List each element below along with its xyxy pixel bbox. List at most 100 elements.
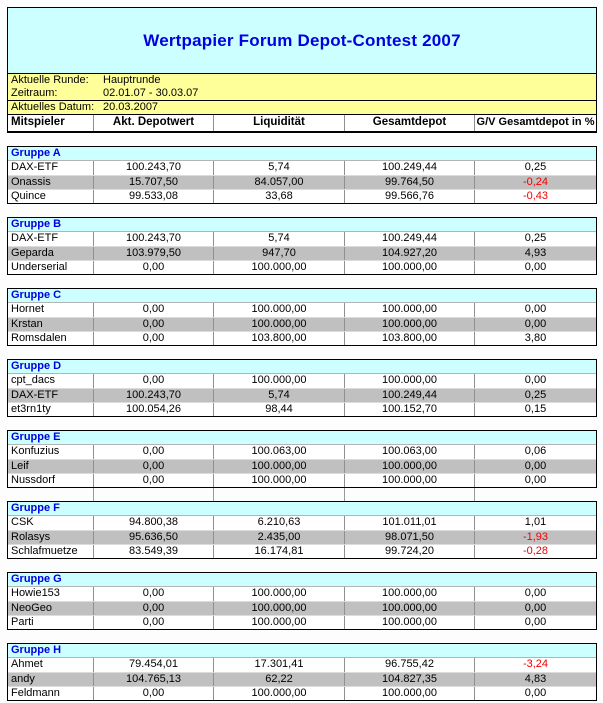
gap-column-line [7,488,93,501]
depotwert-cell: 0,00 [93,616,213,629]
gv-prozent-cell: 0,25 [474,389,596,402]
gv-prozent-cell: 0,00 [474,303,596,317]
gesamtdepot-cell: 99.566,76 [344,190,474,203]
player-cell: DAX-ETF [11,161,59,173]
gap-column-line [344,488,474,501]
depotwert-cell: 79.454,01 [93,658,213,672]
depotwert-cell: 104.765,13 [93,673,213,686]
gesamtdepot-cell: 100.000,00 [344,587,474,601]
liquiditaet-cell: 100.063,00 [213,445,344,459]
table-row: Schlafmuetze 83.549,39 16.174,81 99.724,20-… [8,544,596,558]
column-header-liquiditaet: Liquidität [213,115,344,131]
report-header-table: Wertpapier Forum Depot-Contest 2007 Aktu… [7,7,597,133]
info-row-runde: Aktuelle Runde: Hauptrunde [8,74,596,87]
player-cell: Krstan [11,318,43,330]
liquiditaet-cell: 100.000,00 [213,318,344,331]
player-cell: Onassis [11,176,51,188]
table-row: NeoGeo 0,00 100.000,00 100.000,00 0,00 [8,601,596,615]
depotwert-cell: 0,00 [93,374,213,388]
table-row: Hornet 0,00 100.000,00 100.000,00 0,00 [8,303,596,317]
player-cell: Rolasys [11,531,51,543]
liquiditaet-cell: 5,74 [213,161,344,175]
gv-prozent-cell: 0,25 [474,232,596,246]
player-cell: Howie153 [11,587,60,599]
group-block: Gruppe B DAX-ETF 100.243,70 5,74 100.249,44 0… [7,217,597,275]
liquiditaet-cell: 98,44 [213,403,344,416]
gv-prozent-cell: 4,93 [474,247,596,260]
info-label-datum: Aktuelles Datum: [11,101,95,113]
gesamtdepot-cell: 99.724,20 [344,545,474,558]
info-row-datum: Aktuelles Datum: 20.03.2007 [8,101,596,115]
depotwert-cell: 103.979,50 [93,247,213,260]
liquiditaet-cell: 100.000,00 [213,261,344,274]
gesamtdepot-cell: 103.800,00 [344,332,474,345]
gesamtdepot-cell: 104.927,20 [344,247,474,260]
liquiditaet-cell: 100.000,00 [213,616,344,629]
player-cell: Feldmann [11,687,60,699]
liquiditaet-cell: 17.301,41 [213,658,344,672]
table-row: Onassis 15.707,50 84.057,00 99.764,50 -0,24 [8,175,596,189]
table-row: Romsdalen 0,00 103.800,00 103.800,00 3,80 [8,331,596,345]
gap-column-line [93,488,213,501]
group-block: Gruppe H Ahmet 79.454,01 17.301,41 96.755,42… [7,643,597,701]
gv-prozent-cell: 0,00 [474,318,596,331]
group-block: Gruppe C Hornet 0,00 100.000,00 100.000,00 0,… [7,288,597,346]
column-header-gesamtdepot: Gesamtdepot [344,115,474,131]
gv-prozent-cell: 0,00 [474,587,596,601]
player-cell: andy [11,673,35,685]
gesamtdepot-cell: 100.152,70 [344,403,474,416]
player-cell: Hornet [11,303,45,315]
gv-prozent-cell: -0,43 [474,190,596,203]
table-row: Nussdorf 0,00 100.000,00 100.000,00 0,00 [8,473,596,487]
depotwert-cell: 0,00 [93,687,213,700]
gesamtdepot-cell: 96.755,42 [344,658,474,672]
player-cell: Nussdorf [11,474,56,486]
groups-container: Gruppe A DAX-ETF 100.243,70 5,74 100.249,44 0… [7,146,597,701]
gesamtdepot-cell: 100.000,00 [344,374,474,388]
table-row: Parti 0,00 100.000,00 100.000,00 0,00 [8,615,596,629]
group-block: Gruppe G Howie153 0,00 100.000,00 100.000,00… [7,572,597,630]
player-cell: Leif [11,460,29,472]
table-row: Ahmet 79.454,01 17.301,41 96.755,42 -3,24 [8,658,596,672]
liquiditaet-cell: 100.000,00 [213,587,344,601]
liquiditaet-cell: 62,22 [213,673,344,686]
table-row: DAX-ETF 100.243,70 5,74 100.249,44 0,25 [8,388,596,402]
group-block: Gruppe E Konfuzius 0,00 100.063,00 100.063,0… [7,430,597,488]
info-value-zeitraum: 02.01.07 - 30.03.07 [103,87,199,99]
gv-prozent-cell: 0,00 [474,616,596,629]
depotwert-cell: 0,00 [93,332,213,345]
table-row: Underserial 0,00 100.000,00 100.000,00 0,00 [8,260,596,274]
depotwert-cell: 0,00 [93,587,213,601]
liquiditaet-cell: 100.000,00 [213,374,344,388]
depotwert-cell: 0,00 [93,460,213,473]
depotwert-cell: 100.243,70 [93,389,213,402]
liquiditaet-cell: 33,68 [213,190,344,203]
group-title: Gruppe D [8,360,596,374]
column-header-depotwert: Akt. Depotwert [93,115,213,131]
gesamtdepot-cell: 100.000,00 [344,318,474,331]
depotwert-cell: 0,00 [93,261,213,274]
gesamtdepot-cell: 100.000,00 [344,474,474,487]
gv-prozent-cell: 0,15 [474,403,596,416]
column-header-mitspieler: Mitspieler [11,116,65,128]
player-cell: NeoGeo [11,602,52,614]
gv-prozent-cell: -3,24 [474,658,596,672]
liquiditaet-cell: 6.210,63 [213,516,344,530]
gv-prozent-cell: 0,00 [474,460,596,473]
depot-contest-sheet: Wertpapier Forum Depot-Contest 2007 Aktu… [7,7,597,701]
gesamtdepot-cell: 100.063,00 [344,445,474,459]
depotwert-cell: 15.707,50 [93,176,213,189]
player-cell: Quince [11,190,46,202]
player-cell: Parti [11,616,34,628]
liquiditaet-cell: 2.435,00 [213,531,344,544]
column-header-row: Mitspieler Akt. Depotwert Liquidität Ges… [8,115,596,131]
gesamtdepot-cell: 100.249,44 [344,161,474,175]
info-value-datum: 20.03.2007 [103,101,159,113]
table-row: andy 104.765,13 62,22 104.827,35 4,83 [8,672,596,686]
player-cell: Geparda [11,247,54,259]
gesamtdepot-cell: 100.000,00 [344,261,474,274]
player-cell: cpt_dacs [11,374,56,386]
liquiditaet-cell: 84.057,00 [213,176,344,189]
depotwert-cell: 99.533,08 [93,190,213,203]
table-row: DAX-ETF 100.243,70 5,74 100.249,44 0,25 [8,161,596,175]
